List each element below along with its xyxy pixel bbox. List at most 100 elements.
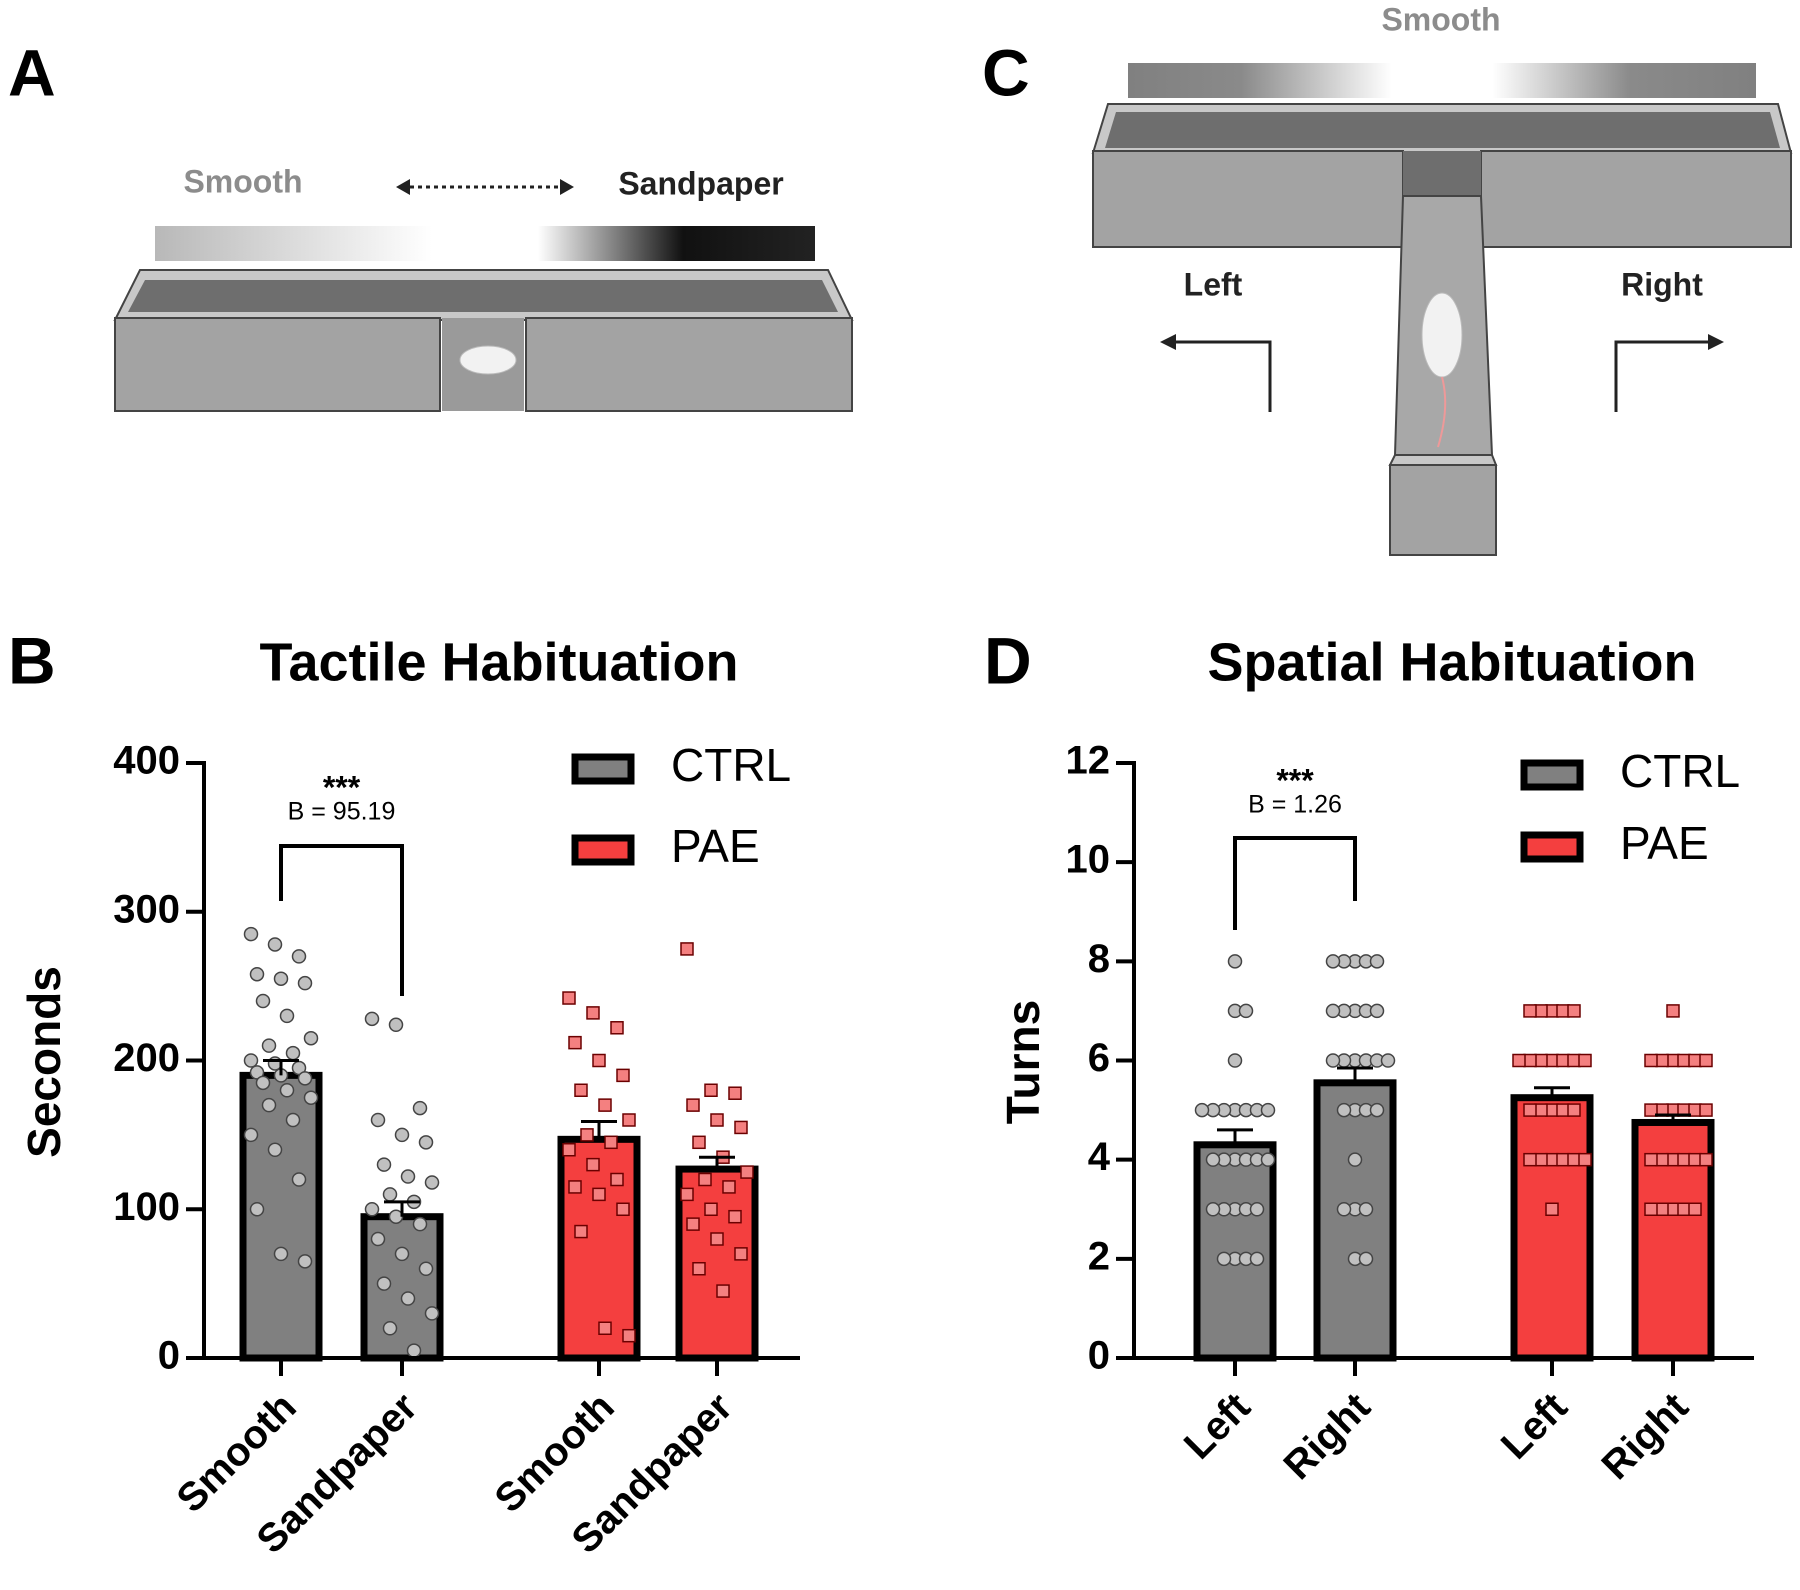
data-point <box>1325 954 1341 969</box>
data-point <box>1545 1202 1559 1216</box>
legend-swatch <box>571 753 635 785</box>
bar <box>239 1071 323 1362</box>
data-point <box>1358 1251 1374 1267</box>
diagram-label: Right <box>1621 266 1703 302</box>
data-point <box>412 1216 428 1232</box>
wall <box>525 317 853 412</box>
data-point <box>1249 1251 1265 1267</box>
x-tick-label: Right <box>1593 1385 1696 1488</box>
data-point <box>740 1165 754 1179</box>
data-point <box>598 1098 612 1112</box>
data-point <box>370 1112 386 1128</box>
data-point <box>297 1254 313 1269</box>
rat-tail <box>1437 376 1447 448</box>
data-point <box>1194 1102 1210 1118</box>
data-point <box>1336 1102 1352 1118</box>
diagram-label: Smooth <box>183 163 302 199</box>
data-point <box>704 1083 718 1097</box>
legend-swatch <box>571 834 635 866</box>
data-point <box>568 1180 582 1194</box>
data-point <box>1545 1053 1559 1068</box>
wall <box>1480 150 1792 248</box>
data-point <box>686 1217 700 1231</box>
panel-label: D <box>984 623 1032 697</box>
data-point <box>424 1306 440 1321</box>
data-point <box>1666 1004 1680 1018</box>
data-point <box>1688 1202 1702 1216</box>
data-point <box>1677 1053 1691 1068</box>
data-point <box>1205 1152 1221 1167</box>
data-point <box>1545 1103 1559 1117</box>
data-point <box>722 1180 736 1194</box>
error-bar <box>1534 1086 1570 1098</box>
error-bar <box>263 1059 299 1076</box>
annotation: *** <box>323 769 361 805</box>
data-point <box>1238 1003 1254 1019</box>
x-tick-label: Right <box>1275 1385 1378 1488</box>
data-point <box>1644 1152 1658 1167</box>
data-point <box>704 1202 718 1216</box>
data-point <box>243 1053 259 1068</box>
data-point <box>1556 1004 1570 1018</box>
data-point <box>1380 1053 1396 1068</box>
diagram-label: Left <box>1184 266 1243 302</box>
data-point <box>243 1127 259 1143</box>
texture-bar <box>155 226 815 261</box>
data-point <box>592 1053 606 1068</box>
data-point <box>580 1128 594 1142</box>
data-point <box>1666 1053 1680 1068</box>
data-point <box>1216 1251 1232 1267</box>
data-point <box>1655 1202 1669 1216</box>
bar <box>1510 1094 1594 1362</box>
y-tick-label: 8 <box>1088 937 1110 981</box>
data-point <box>1655 1152 1669 1167</box>
data-point <box>622 1113 636 1127</box>
data-point <box>1699 1152 1713 1167</box>
diagram-c: Smooth Left Right <box>1091 1 1793 556</box>
data-point <box>610 1021 624 1035</box>
stem-end <box>1389 464 1497 556</box>
data-point <box>610 1172 624 1187</box>
data-point <box>604 1135 618 1150</box>
arrow <box>1172 340 1272 412</box>
data-point <box>255 1075 271 1091</box>
data-point <box>291 1172 307 1187</box>
rat <box>1421 292 1463 378</box>
data-point <box>710 1113 724 1127</box>
data-point <box>1567 1053 1581 1068</box>
data-point <box>592 1187 606 1202</box>
data-point <box>267 937 283 952</box>
chart-title: Tactile Habituation <box>259 632 738 692</box>
y-tick-label: 6 <box>1088 1036 1110 1080</box>
data-point <box>255 993 271 1009</box>
data-point <box>291 949 307 964</box>
data-point <box>406 1343 422 1358</box>
y-tick-label: 400 <box>113 739 180 783</box>
panel-label: A <box>8 35 56 109</box>
data-point <box>1545 1152 1559 1167</box>
data-point <box>680 1187 694 1202</box>
diagram-label: Sandpaper <box>618 165 783 201</box>
trough-floor <box>128 280 838 312</box>
legend-label: CTRL <box>1620 745 1740 797</box>
data-point <box>728 1209 742 1224</box>
data-point <box>1260 1152 1276 1167</box>
y-tick-label: 100 <box>113 1185 180 1229</box>
data-point <box>249 1202 265 1217</box>
data-point <box>1358 1202 1374 1217</box>
data-point <box>394 1246 410 1262</box>
texture-bar <box>1128 63 1756 98</box>
data-point <box>568 1035 582 1050</box>
chart-title: Spatial Habituation <box>1207 632 1696 692</box>
data-point <box>1249 1202 1265 1217</box>
data-point <box>400 1291 416 1306</box>
y-tick-label: 12 <box>1066 739 1111 783</box>
data-point <box>1644 1103 1658 1117</box>
y-axis-label: Seconds <box>18 966 70 1158</box>
y-axis-label: Turns <box>997 1000 1049 1124</box>
y-tick-label: 200 <box>113 1036 180 1080</box>
data-point <box>1325 1003 1341 1019</box>
data-point <box>716 1284 730 1298</box>
data-point <box>1556 1053 1570 1068</box>
data-point <box>370 1231 386 1247</box>
